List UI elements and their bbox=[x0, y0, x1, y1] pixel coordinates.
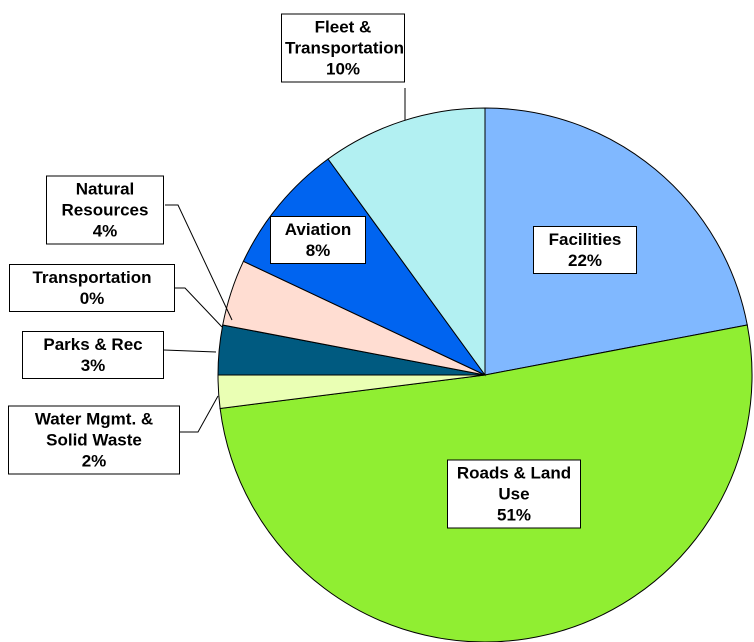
slice-label: Fleet & Transportation 10% bbox=[281, 13, 405, 83]
slice-name: Aviation bbox=[284, 220, 352, 239]
slice-name: Fleet & Transportation bbox=[285, 17, 405, 58]
slice-name: Roads & Land Use bbox=[456, 463, 572, 504]
slice-name: Parks & Rec bbox=[43, 335, 143, 354]
slice-name: Water Mgmt. & Solid Waste bbox=[34, 409, 154, 450]
slice-name: Natural Resources bbox=[61, 179, 149, 220]
leader-line bbox=[163, 349, 217, 353]
slice-name: Facilities bbox=[548, 230, 622, 249]
slice-label: Natural Resources 4% bbox=[46, 175, 164, 245]
slice-label: Aviation 8% bbox=[270, 216, 366, 264]
leader-line bbox=[175, 287, 223, 328]
slice-value: 51% bbox=[496, 505, 532, 525]
slice-value: 10% bbox=[325, 59, 361, 79]
slice-label: Parks & Rec 3% bbox=[22, 331, 164, 379]
slice-label: Facilities 22% bbox=[533, 226, 637, 274]
slice-value: 0% bbox=[79, 289, 105, 308]
slice-label: Roads & Land Use 51% bbox=[447, 459, 581, 529]
slice-name: Transportation bbox=[32, 268, 152, 287]
slice-value: 22% bbox=[567, 251, 603, 270]
slice-value: 3% bbox=[80, 356, 106, 375]
slice-value: 4% bbox=[92, 221, 118, 241]
pie-slice bbox=[242, 158, 486, 376]
slice-value: 8% bbox=[305, 241, 331, 260]
pie-slice bbox=[327, 107, 486, 377]
leader-line bbox=[165, 204, 233, 321]
slice-value: 2% bbox=[81, 451, 107, 471]
slice-label: Water Mgmt. & Solid Waste 2% bbox=[8, 405, 180, 475]
slice-label: Transportation 0% bbox=[9, 264, 175, 312]
leader-line bbox=[180, 395, 219, 433]
